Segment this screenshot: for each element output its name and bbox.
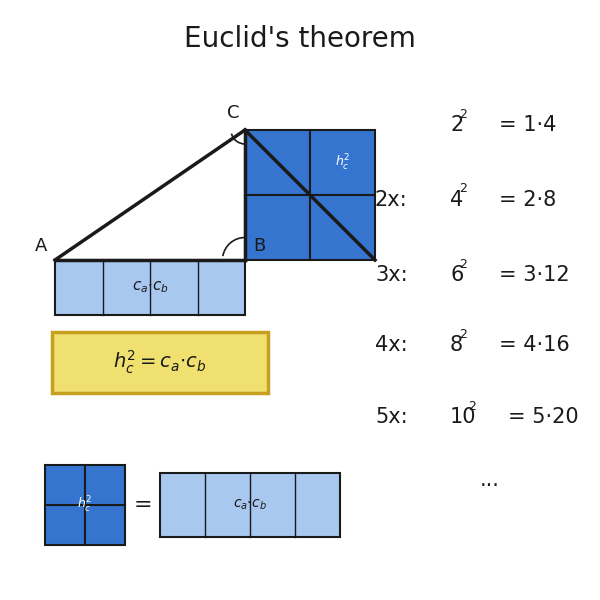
- Text: 5x:: 5x:: [375, 407, 407, 427]
- Text: =: =: [134, 495, 152, 515]
- Bar: [245, 195, 310, 260]
- Bar: [85, 465, 125, 505]
- Text: 2: 2: [459, 257, 467, 271]
- Bar: [85, 505, 125, 545]
- Text: = 4·16: = 4·16: [499, 335, 570, 355]
- Text: 2: 2: [459, 107, 467, 121]
- Text: $h_c^2$: $h_c^2$: [77, 495, 93, 515]
- Text: B: B: [253, 237, 265, 255]
- Bar: [55, 260, 245, 315]
- Text: = 5·20: = 5·20: [508, 407, 578, 427]
- Bar: [310, 130, 375, 195]
- Text: 6: 6: [450, 265, 463, 285]
- Text: = 1·4: = 1·4: [499, 115, 556, 135]
- Text: 10: 10: [450, 407, 476, 427]
- Text: $c_a{\cdot}c_b$: $c_a{\cdot}c_b$: [131, 280, 169, 295]
- Text: 2: 2: [459, 182, 467, 196]
- FancyBboxPatch shape: [52, 332, 268, 393]
- Bar: [245, 130, 310, 195]
- Text: 4: 4: [450, 190, 463, 210]
- Text: 2: 2: [459, 328, 467, 340]
- Text: 2: 2: [450, 115, 463, 135]
- Text: $h_c^2$: $h_c^2$: [335, 152, 350, 173]
- Text: $h_c^2 = c_a{\cdot}c_b$: $h_c^2 = c_a{\cdot}c_b$: [113, 349, 207, 376]
- Text: 3x:: 3x:: [375, 265, 407, 285]
- Text: C: C: [227, 104, 240, 122]
- Bar: [310, 195, 375, 260]
- Bar: [45, 505, 85, 545]
- Bar: [160, 473, 340, 537]
- Text: Euclid's theorem: Euclid's theorem: [184, 25, 416, 53]
- Bar: [45, 465, 85, 505]
- Text: 8: 8: [450, 335, 463, 355]
- Text: = 2·8: = 2·8: [499, 190, 556, 210]
- Text: 2x:: 2x:: [375, 190, 407, 210]
- Text: 4x:: 4x:: [375, 335, 407, 355]
- Text: $c_a{\cdot}c_b$: $c_a{\cdot}c_b$: [233, 498, 267, 512]
- Text: A: A: [35, 237, 47, 255]
- Text: 2: 2: [468, 400, 476, 413]
- Text: ...: ...: [480, 470, 500, 490]
- Text: = 3·12: = 3·12: [499, 265, 569, 285]
